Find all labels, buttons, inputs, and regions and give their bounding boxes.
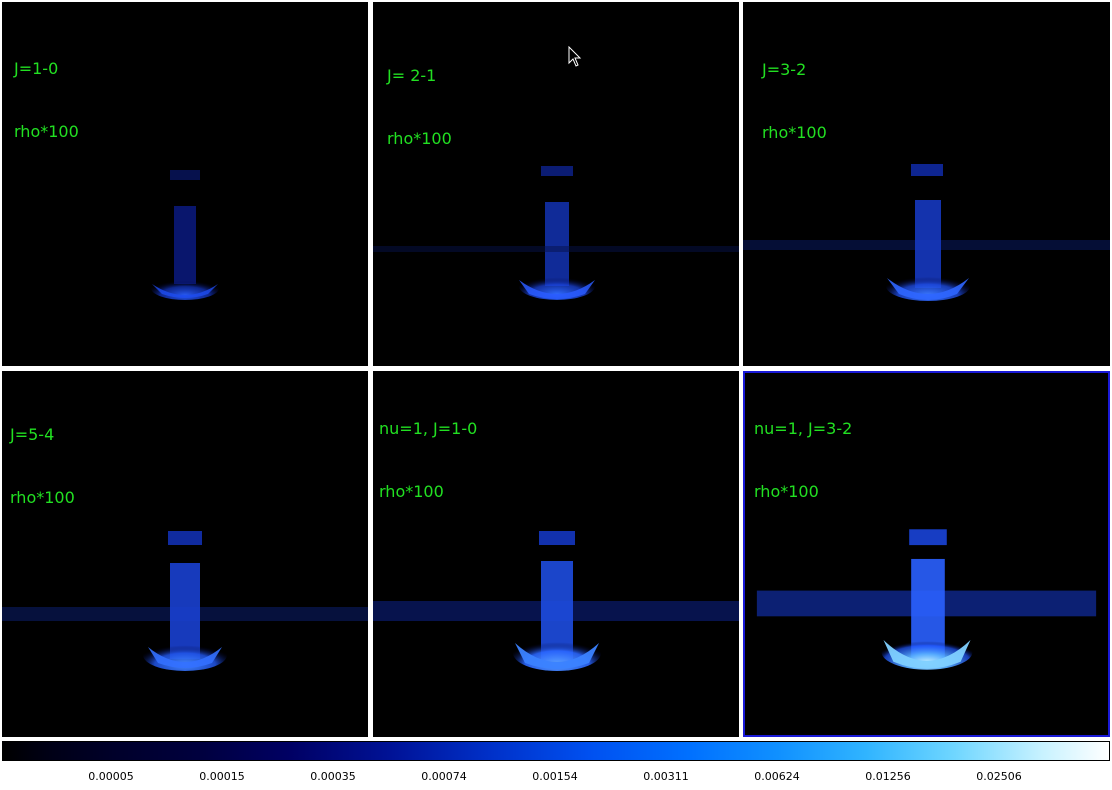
intensity-map [743, 164, 1110, 301]
panel-j3-2[interactable]: J=3-2 rho*100 [743, 2, 1110, 366]
panel-nu1-j3-2[interactable]: nu=1, J=3-2 rho*100 [743, 371, 1110, 737]
colorbar-tick: 0.01256 [865, 770, 911, 783]
panel-j1-0[interactable]: J=1-0 rho*100 [2, 2, 368, 366]
colorbar-tick: 0.02506 [976, 770, 1022, 783]
panel-nu1-j1-0[interactable]: nu=1, J=1-0 rho*100 [373, 371, 739, 737]
panel-label-line1: J=5-4 [10, 425, 55, 444]
intensity-map [2, 531, 368, 671]
panel-label: J=3-2 rho*100 [762, 17, 827, 185]
panel-label-line1: nu=1, J=3-2 [754, 419, 853, 438]
colorbar-tick: 0.00015 [199, 770, 245, 783]
intensity-map [373, 166, 739, 300]
colorbar-tick: 0.00311 [643, 770, 689, 783]
panel-label-line1: nu=1, J=1-0 [379, 419, 478, 438]
colorbar-tick: 0.00074 [421, 770, 467, 783]
panel-label: J=1-0 rho*100 [14, 16, 79, 184]
panel-label: J= 2-1 rho*100 [387, 23, 452, 191]
panel-j5-4[interactable]: J=5-4 rho*100 [2, 371, 368, 737]
panel-label: nu=1, J=3-2 rho*100 [754, 376, 852, 544]
colorbar-tick: 0.00154 [532, 770, 578, 783]
panel-label-line1: J=1-0 [14, 59, 59, 78]
panel-label-line1: J= 2-1 [387, 66, 437, 85]
colorbar-tick: 0.00624 [754, 770, 800, 783]
panel-label-line2: rho*100 [14, 122, 79, 141]
panel-label-line1: J=3-2 [762, 60, 807, 79]
intensity-map [151, 170, 219, 300]
colorbar-tick-labels: 0.00005 0.00015 0.00035 0.00074 0.00154 … [0, 761, 1112, 790]
panel-label-line2: rho*100 [754, 482, 819, 501]
panel-label: J=5-4 rho*100 [10, 382, 75, 550]
panel-label-line2: rho*100 [379, 482, 444, 501]
colorbar [2, 741, 1110, 761]
panel-label-line2: rho*100 [387, 129, 452, 148]
colorbar-tick: 0.00005 [88, 770, 134, 783]
panel-j2-1[interactable]: J= 2-1 rho*100 [373, 2, 739, 366]
panel-label: nu=1, J=1-0 rho*100 [379, 376, 477, 544]
mouse-cursor-icon [568, 46, 582, 67]
intensity-map [373, 531, 739, 671]
colorbar-tick: 0.00035 [310, 770, 356, 783]
image-grid: J=1-0 rho*100 J= 2-1 rho*100 [2, 2, 1110, 737]
intensity-map [756, 529, 1097, 670]
panel-label-line2: rho*100 [10, 488, 75, 507]
panel-label-line2: rho*100 [762, 123, 827, 142]
